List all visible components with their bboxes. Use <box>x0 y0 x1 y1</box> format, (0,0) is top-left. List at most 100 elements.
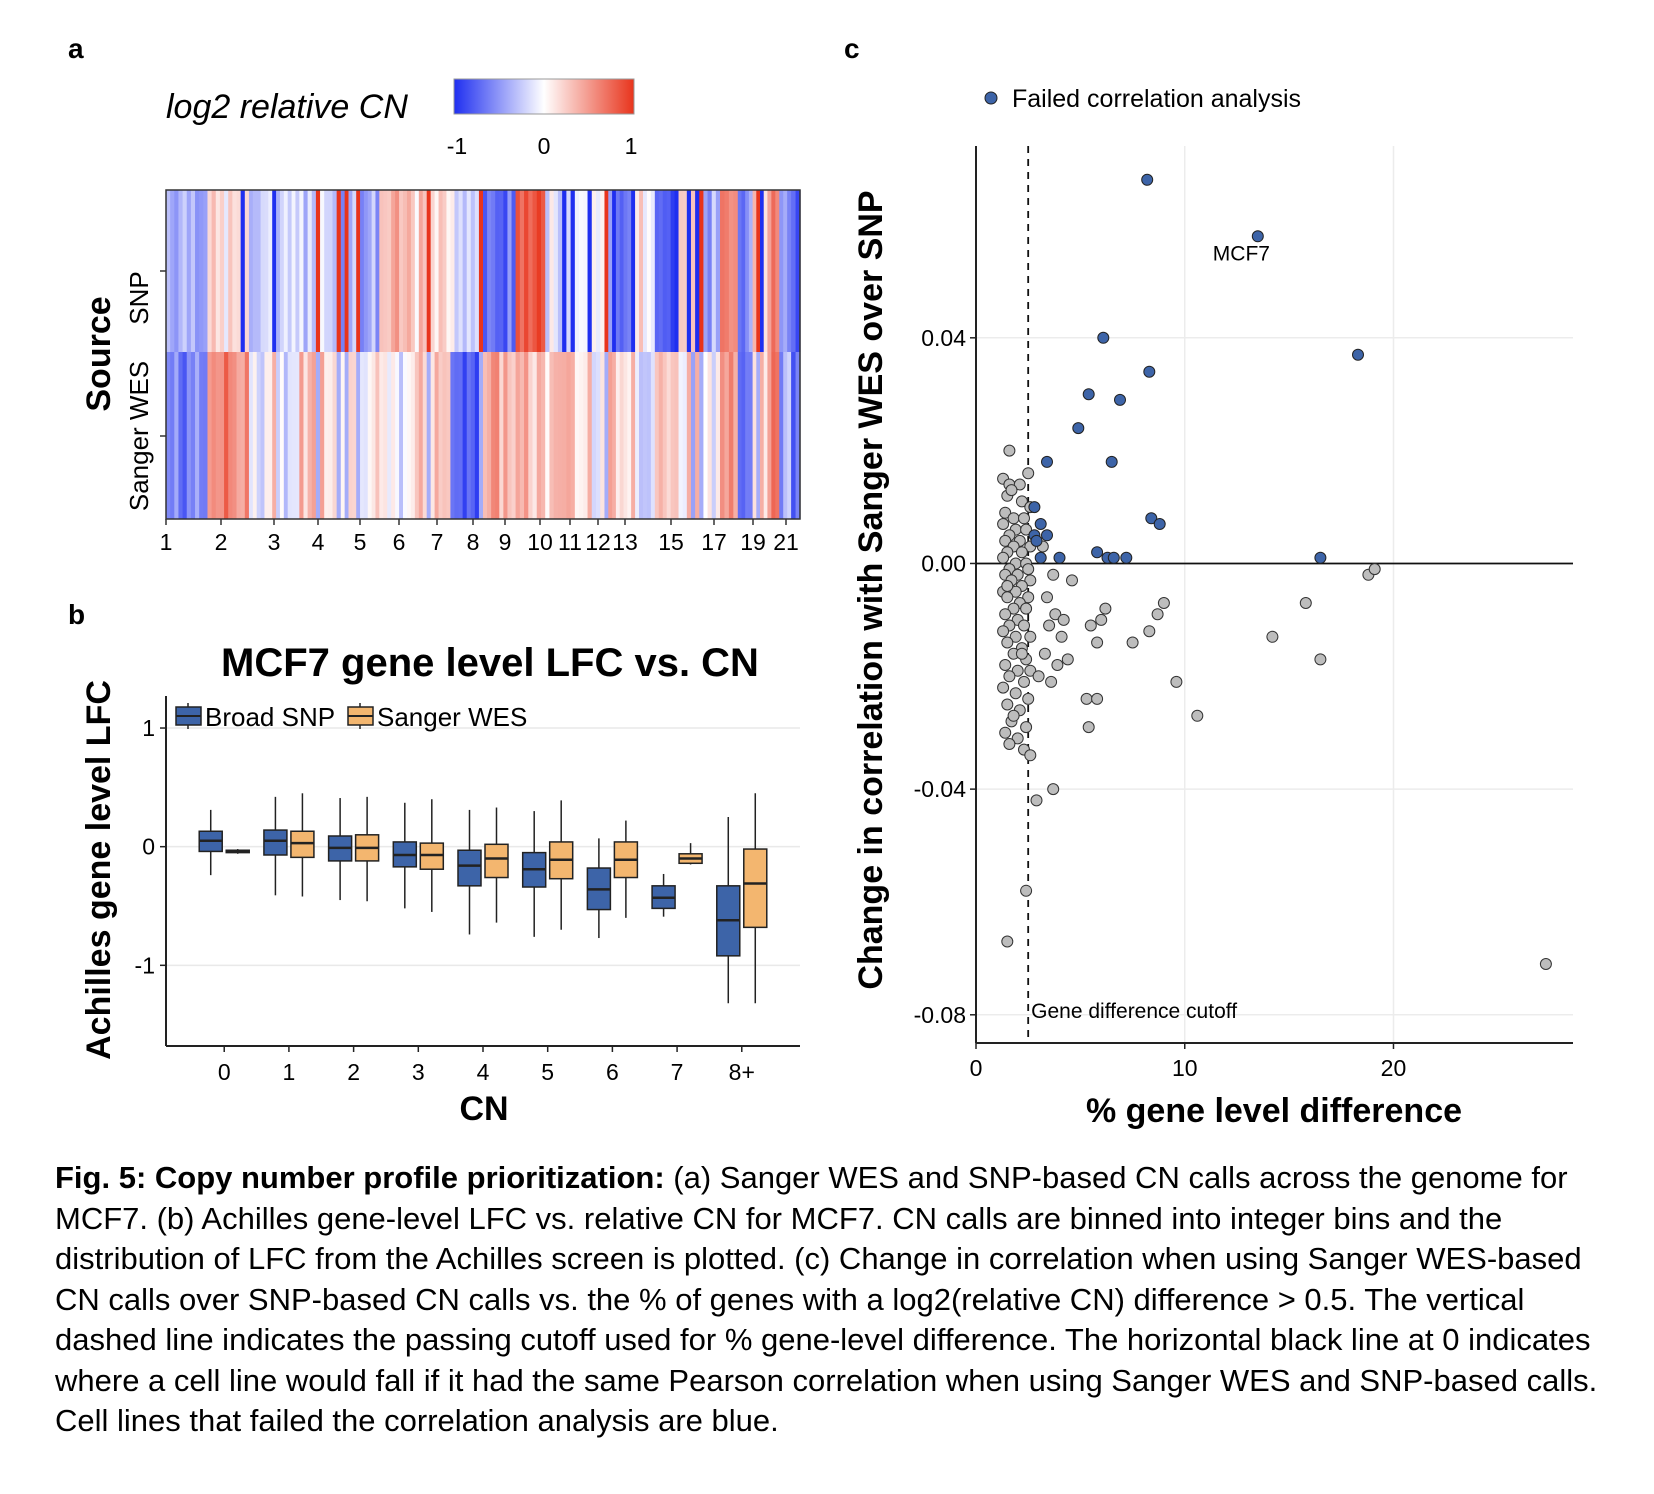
heatmap-cell-wes <box>791 352 796 519</box>
heatmap-cell-snp <box>575 190 580 352</box>
point-failed <box>1142 174 1153 185</box>
panel-c-y-ticks: 0.040.00-0.04-0.08 <box>914 325 976 1028</box>
heatmap-cell-wes <box>528 352 533 519</box>
heatmap-cell-snp <box>427 190 432 352</box>
heatmap-cell-snp <box>191 190 196 352</box>
legend-dot-failed <box>985 92 997 104</box>
heatmap-cell-snp <box>295 190 299 352</box>
heatmap-cell-wes <box>647 352 652 519</box>
heatmap-cell-wes <box>268 352 272 519</box>
heatmap-x-tick-label: 19 <box>740 529 766 555</box>
point-passed <box>1000 660 1011 671</box>
heatmap-cell-wes <box>771 352 776 519</box>
legend-key-broad-snp <box>176 703 201 729</box>
point-passed <box>1025 750 1036 761</box>
heatmap-cell-wes <box>495 352 500 519</box>
colorbar-title: log2 relative CN <box>166 88 408 126</box>
heatmap-cell-wes <box>232 352 237 519</box>
point-passed <box>1540 959 1551 970</box>
legend-key-sanger-wes <box>348 703 373 729</box>
heatmap-cell-wes <box>545 352 550 519</box>
heatmap-cell-wes <box>228 352 233 519</box>
point-passed <box>1048 784 1059 795</box>
heatmap-cell-wes <box>716 352 721 519</box>
heatmap-cell-wes <box>360 352 364 519</box>
heatmap-cell-snp <box>463 190 468 352</box>
heatmap-cell-snp <box>383 190 388 352</box>
colorbar-tick: -1 <box>447 133 467 159</box>
heatmap-cell-snp <box>627 190 631 352</box>
heatmap-cell-wes <box>411 352 416 519</box>
heatmap-cell-snp <box>183 190 188 352</box>
heatmap-cell-snp <box>237 190 242 352</box>
heatmap-cell-snp <box>207 190 212 352</box>
heatmap-cell-wes <box>533 352 538 519</box>
panel-b-x-tick-label: 2 <box>347 1059 360 1085</box>
point-passed <box>998 626 1009 637</box>
heatmap-cell-snp <box>667 190 672 352</box>
heatmap-cell-wes <box>624 352 628 519</box>
point-passed <box>1171 676 1182 687</box>
heatmap-cell-wes <box>671 352 676 519</box>
panel-c-grid <box>976 146 1573 1043</box>
heatmap-cell-snp <box>635 190 640 352</box>
heatmap-cell-snp <box>435 190 440 352</box>
heatmap-cell-snp <box>419 190 424 352</box>
heatmap-cell-snp <box>203 190 208 352</box>
heatmap-cell-snp <box>588 190 593 352</box>
point-passed <box>1092 637 1103 648</box>
heatmap-cell-wes <box>620 352 624 519</box>
heatmap-cell-snp <box>364 190 368 352</box>
heatmap-cell-wes <box>703 352 708 519</box>
heatmap-cell-snp <box>375 190 379 352</box>
heatmap-cell-wes <box>183 352 188 519</box>
heatmap-cell-wes <box>479 352 484 519</box>
row-label-wes: Sanger WES <box>124 361 154 511</box>
heatmap-cell-wes <box>333 352 338 519</box>
heatmap-cell-wes <box>733 352 738 519</box>
heatmap-cell-snp <box>431 190 436 352</box>
heatmap-cell-snp <box>333 190 338 352</box>
point-passed <box>1021 885 1032 896</box>
heatmap-cell-snp <box>178 190 183 352</box>
point-failed <box>1252 231 1263 242</box>
heatmap-cell-snp <box>368 190 372 352</box>
point-passed <box>1023 693 1034 704</box>
heatmap-cell-wes <box>299 352 304 519</box>
heatmap-x-tick-label: 15 <box>658 529 684 555</box>
point-failed <box>1098 332 1109 343</box>
heatmap-cell-snp <box>224 190 229 352</box>
heatmap-cell-snp <box>691 190 696 352</box>
heatmap-cell-wes <box>491 352 496 519</box>
heatmap-cell-snp <box>537 190 542 352</box>
point-failed <box>1073 423 1084 434</box>
heatmap-cell-wes <box>178 352 183 519</box>
figure: a log2 relative CN -1 0 1 SNP Sanger WES… <box>0 0 1654 1160</box>
heatmap-cell-wes <box>280 352 284 519</box>
heatmap-cell-wes <box>583 352 588 519</box>
point-passed <box>1039 648 1050 659</box>
heatmap-cell-wes <box>288 352 292 519</box>
heatmap-cell-wes <box>272 352 276 519</box>
panel-b-grid <box>166 728 800 965</box>
panel-c-y-tick-label: -0.08 <box>914 1002 966 1028</box>
panel-c-x-tick-label: 10 <box>1172 1055 1198 1081</box>
heatmap-cell-wes <box>241 352 246 519</box>
heatmap-cell-snp <box>399 190 404 352</box>
heatmap-cell-snp <box>324 190 329 352</box>
point-failed <box>1035 519 1046 530</box>
point-passed <box>1058 614 1069 625</box>
heatmap-cell-snp <box>520 190 525 352</box>
panel-c-scatter: c Failed correlation analysis Gene diffe… <box>844 33 1573 1130</box>
heatmap-cell-snp <box>738 190 742 352</box>
heatmap-cell-snp <box>199 190 204 352</box>
heatmap-cell-snp <box>596 190 601 352</box>
heatmap-cell-snp <box>639 190 644 352</box>
heatmap-cell-wes <box>368 352 372 519</box>
heatmap-cell-wes <box>379 352 384 519</box>
panel-b-x-ticks: 0 1 2 3 4 5 6 7 8+ <box>218 1046 755 1085</box>
heatmap-cell-wes <box>537 352 542 519</box>
heatmap-cell-wes <box>467 352 472 519</box>
heatmap-cell-wes <box>403 352 408 519</box>
heatmap-cell-wes <box>679 352 684 519</box>
